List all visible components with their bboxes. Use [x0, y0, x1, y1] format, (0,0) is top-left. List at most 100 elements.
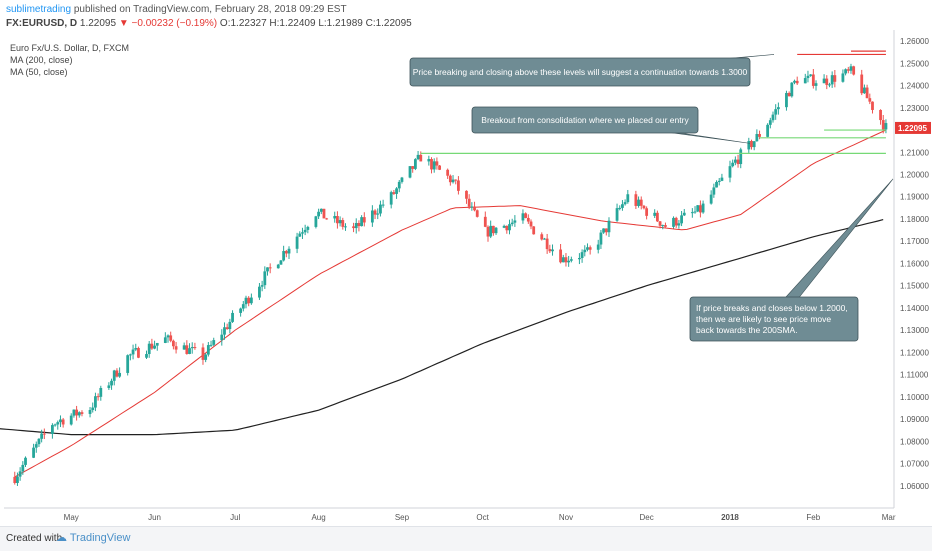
last-price: 1.22095 [79, 18, 117, 29]
candle-body [852, 66, 856, 75]
time-tick-label: Nov [559, 513, 573, 522]
candle-body [642, 205, 646, 209]
price-tick-label: 1.23000 [900, 104, 929, 113]
candle-body [586, 247, 589, 250]
candle-body [602, 228, 606, 233]
candle-body [674, 217, 678, 226]
candle-body [879, 109, 882, 121]
candle-body [379, 204, 382, 214]
candle-body [465, 190, 468, 199]
price-chart[interactable]: 1.06000 1.07000 1.08000 1.09000 1.10000 1.110… [0, 0, 932, 526]
time-tick-label: Sep [395, 513, 410, 522]
candle-body [137, 348, 140, 358]
candle-body [153, 345, 156, 349]
candle-body [776, 107, 780, 110]
annotation-box [409, 57, 751, 87]
annotation-text: back towards the 200SMA. [696, 325, 798, 335]
price-tick-label: 1.17000 [900, 237, 929, 246]
legend-ma200[interactable]: MA (200, close) [10, 55, 73, 65]
candle-body [40, 433, 44, 439]
time-tick-label: Dec [640, 513, 654, 522]
candle-body [333, 216, 337, 219]
candle-body [96, 396, 100, 398]
price-tick-label: 1.25000 [900, 59, 929, 68]
annotation-text: Price breaking and closing above these l… [413, 67, 748, 77]
candle-body [163, 337, 167, 343]
candle-body [228, 321, 232, 330]
candle-body [126, 355, 130, 373]
candle-body [193, 347, 197, 349]
candle-body [16, 476, 19, 483]
candle-body [395, 188, 398, 194]
candle-body [825, 78, 829, 85]
candle-body [475, 210, 479, 217]
candle-body [370, 210, 374, 223]
candle-body [341, 220, 345, 227]
candle-body [844, 69, 848, 74]
time-tick-label: Mar [882, 513, 896, 522]
candle-body [561, 257, 565, 263]
candle-body [524, 213, 528, 218]
candle-body [301, 232, 304, 234]
candle-body [701, 203, 705, 213]
candle-body [303, 229, 307, 233]
candle-body [287, 248, 291, 254]
candle-body [362, 217, 366, 223]
candle-body [489, 225, 493, 237]
candle-body [766, 124, 770, 137]
candle-body [521, 213, 525, 221]
candle-body [182, 345, 186, 350]
price-tick-label: 1.15000 [900, 282, 929, 291]
candle-body [623, 202, 627, 205]
candle-body [457, 180, 460, 191]
candle-body [56, 422, 60, 425]
candle-body [841, 73, 845, 82]
candle-body [155, 342, 159, 346]
time-tick-label: Jun [148, 513, 161, 522]
candle-body [884, 123, 888, 130]
candle-body [680, 215, 683, 224]
candle-body [69, 415, 73, 425]
ohlc-values: O:1.22327 H:1.22409 L:1.21989 C:1.22095 [219, 18, 412, 29]
candle-body [118, 372, 122, 377]
candle-body [201, 347, 205, 360]
legend-ma50[interactable]: MA (50, close) [10, 67, 68, 77]
candle-body [77, 412, 81, 416]
symbol: FX:EURUSD, D [6, 18, 78, 29]
candle-body [314, 216, 318, 227]
candle-body [190, 347, 194, 349]
candle-body [239, 308, 243, 313]
candle-body [470, 206, 474, 208]
candle-body [559, 249, 562, 263]
candle-body [263, 271, 267, 286]
price-tick-label: 1.12000 [900, 348, 929, 357]
candle-body [438, 165, 441, 170]
tradingview-logo[interactable]: ☁ TradingView [56, 531, 130, 544]
candle-body [578, 258, 581, 260]
time-tick-label: Oct [476, 513, 489, 522]
candle-body [881, 120, 885, 130]
candle-body [212, 340, 216, 345]
candle-body [231, 312, 234, 322]
candle-body [755, 134, 759, 142]
author-link[interactable]: sublimetrading [6, 4, 72, 15]
candle-body [803, 78, 807, 84]
legend-title: Euro Fx/U.S. Dollar, D, FXCM [10, 43, 130, 53]
candle-body [672, 217, 675, 227]
candle-body [244, 297, 248, 305]
candle-body [171, 340, 175, 347]
candle-body [249, 297, 253, 304]
candle-body [204, 354, 208, 360]
candle-body [655, 212, 659, 222]
candle-body [604, 228, 608, 233]
candle-body [607, 220, 611, 233]
candle-body [513, 220, 517, 223]
candle-body [59, 419, 62, 423]
candle-body [567, 260, 571, 263]
candle-body [739, 149, 743, 165]
ma50-line [14, 129, 887, 478]
candle-body [32, 447, 35, 458]
price-tick-label: 1.24000 [900, 82, 929, 91]
candle-body [295, 236, 299, 249]
candle-body [258, 286, 261, 298]
